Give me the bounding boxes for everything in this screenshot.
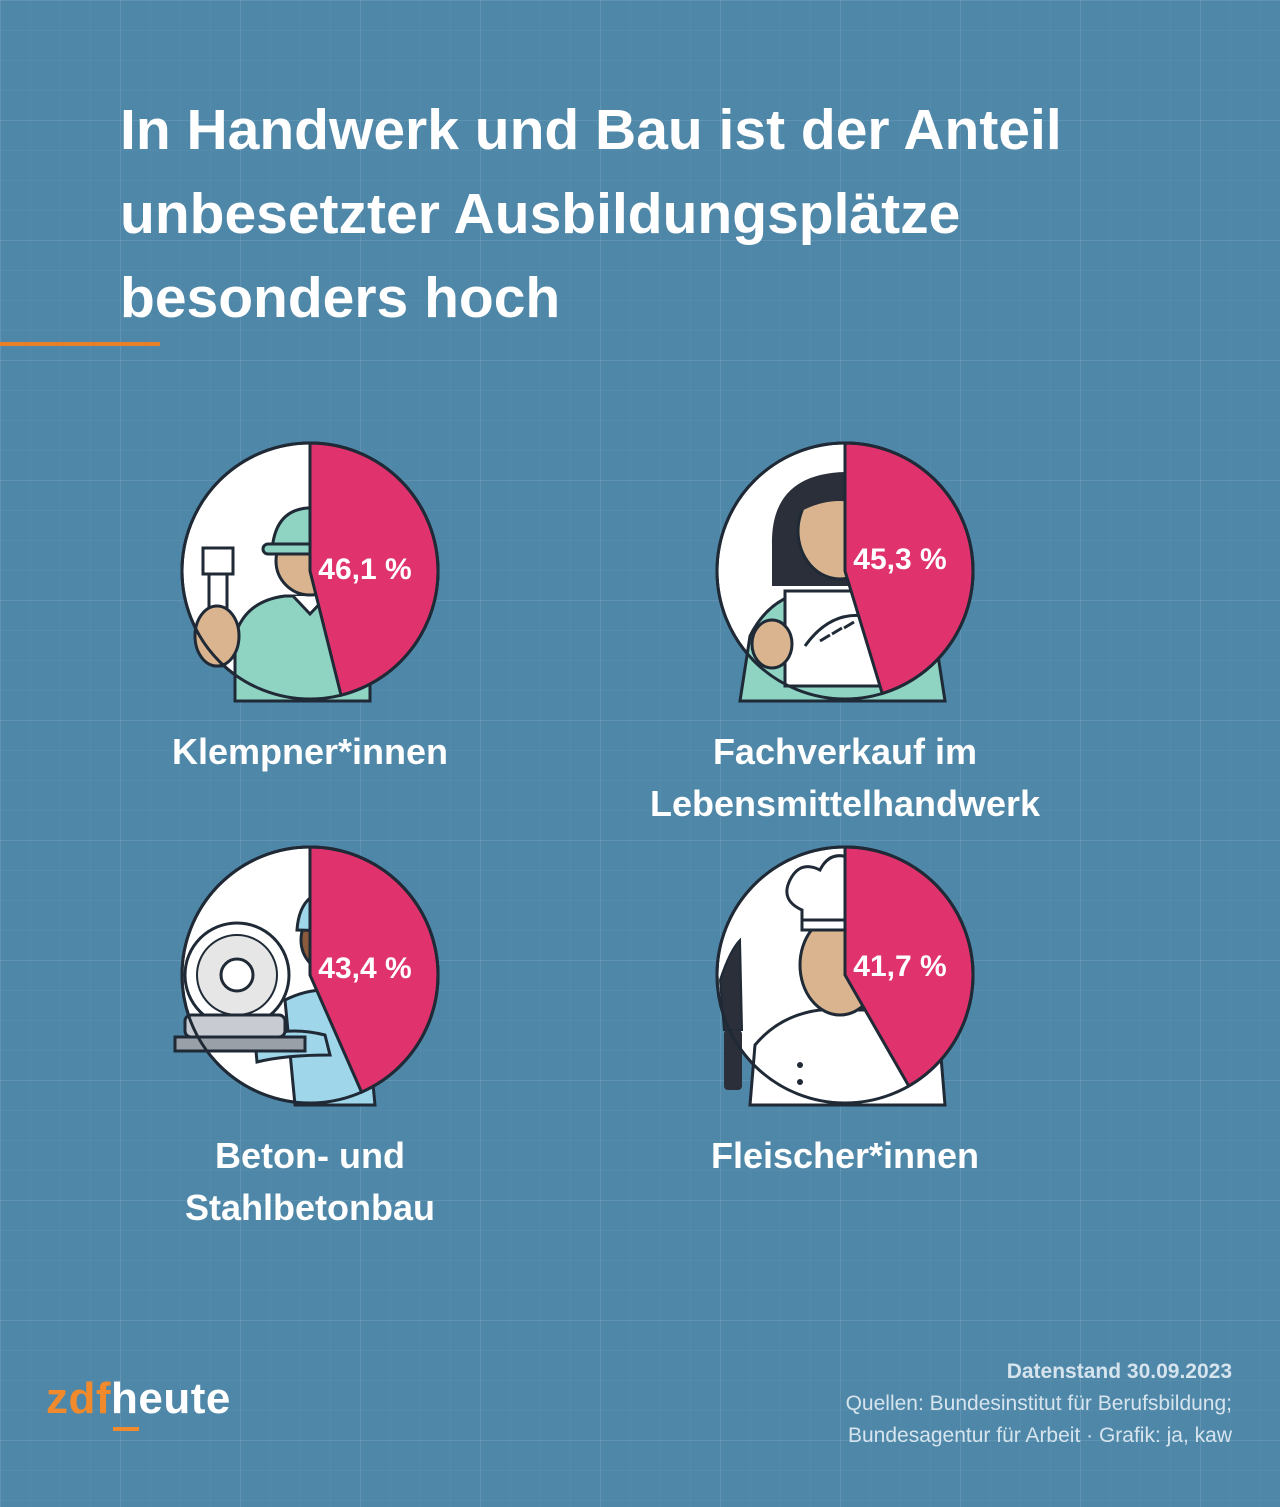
source-line: Bundesagentur für Arbeit · Grafik: ja, k…: [847, 1424, 1232, 1447]
source-line: Quellen: Bundesinstitut für Berufsbildun…: [845, 1392, 1232, 1415]
chart-item-betonbau: 43,4 % Beton- und Stahlbetonbau: [50, 840, 570, 1234]
category-label: Fleischer*innen: [710, 1135, 980, 1176]
zdfheute-logo: zdfheute: [46, 1374, 231, 1423]
pie-value-label: 41,7 %: [853, 950, 946, 983]
pie-value-label: 43,4 %: [318, 952, 411, 985]
page-title: In Handwerk und Bau ist der Anteil unbes…: [120, 98, 1062, 330]
pie-chart: 41,7 %: [715, 845, 975, 1107]
category-label: Beton- und Stahlbetonbau: [185, 1135, 435, 1228]
pie-chart: 43,4 %: [173, 845, 440, 1107]
pie-chart: 46,1 %: [180, 441, 440, 703]
accent-divider: [0, 342, 160, 346]
pie-value-label: 45,3 %: [853, 543, 946, 576]
chart-item-fachverkauf: 45,3 % Fachverkauf im Lebensmittelhandwe…: [585, 436, 1105, 830]
category-label: Fachverkauf im Lebensmittelhandwerk: [649, 731, 1041, 824]
chart-item-fleischer: 41,7 % Fleischer*innen: [585, 840, 1105, 1182]
chart-item-klempner: 46,1 % Klempner*innen: [50, 436, 570, 778]
data-date: Datenstand 30.09.2023: [1006, 1360, 1232, 1383]
pie-value-label: 46,1 %: [318, 553, 411, 586]
category-label: Klempner*innen: [171, 731, 449, 772]
pie-chart: 45,3 %: [715, 441, 975, 703]
source-footer: Datenstand 30.09.2023 Quellen: Bundesins…: [846, 1356, 1232, 1452]
